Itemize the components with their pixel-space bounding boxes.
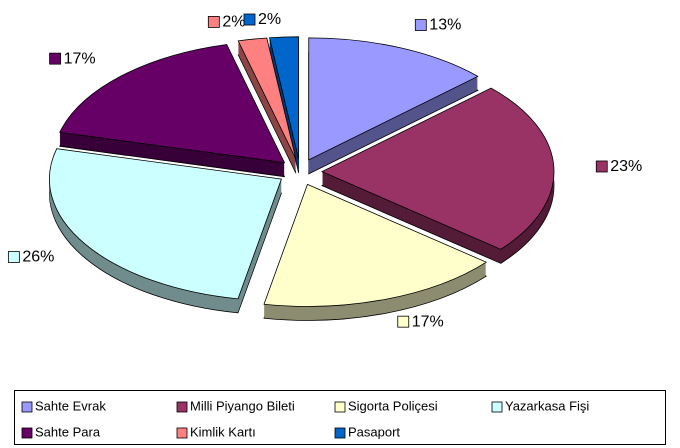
- legend-label: Milli Piyango Bileti: [190, 398, 295, 413]
- data-label-key: [7, 251, 20, 263]
- legend-key: [176, 401, 188, 413]
- data-label: 26%: [22, 249, 54, 266]
- data-label-key: [207, 16, 220, 28]
- legend-label: Sahte Para: [35, 424, 101, 439]
- slice: [237, 37, 297, 160]
- legend-label: Sigorta Poliçesi: [348, 398, 438, 413]
- legend-key: [491, 401, 503, 413]
- data-label-key: [243, 13, 256, 26]
- data-label-key: [414, 19, 427, 31]
- data-label: 17%: [412, 313, 444, 330]
- data-label-key: [595, 160, 608, 173]
- data-label: 2%: [222, 14, 245, 31]
- legend-key: [334, 427, 346, 439]
- slice: [49, 148, 282, 300]
- data-label-key: [397, 315, 410, 328]
- slice: [321, 87, 555, 250]
- data-label: 2%: [258, 11, 281, 28]
- slice: [269, 36, 300, 159]
- legend-key: [176, 427, 188, 439]
- data-label: 17%: [64, 50, 96, 67]
- data-label: 23%: [610, 158, 642, 175]
- slice: [263, 183, 488, 307]
- legend-label: Yazarkasa Fişi: [505, 398, 589, 413]
- legend-key: [21, 427, 33, 439]
- legend-label: Kimlik Kartı: [190, 424, 256, 439]
- slice: [308, 37, 479, 161]
- legend-key: [334, 401, 346, 413]
- data-label: 13%: [429, 17, 461, 34]
- data-label-key: [49, 52, 61, 65]
- legend-label: Pasaport: [348, 424, 400, 439]
- legend-key: [21, 401, 33, 413]
- slice: [59, 44, 286, 164]
- legend-label: Sahte Evrak: [35, 398, 106, 413]
